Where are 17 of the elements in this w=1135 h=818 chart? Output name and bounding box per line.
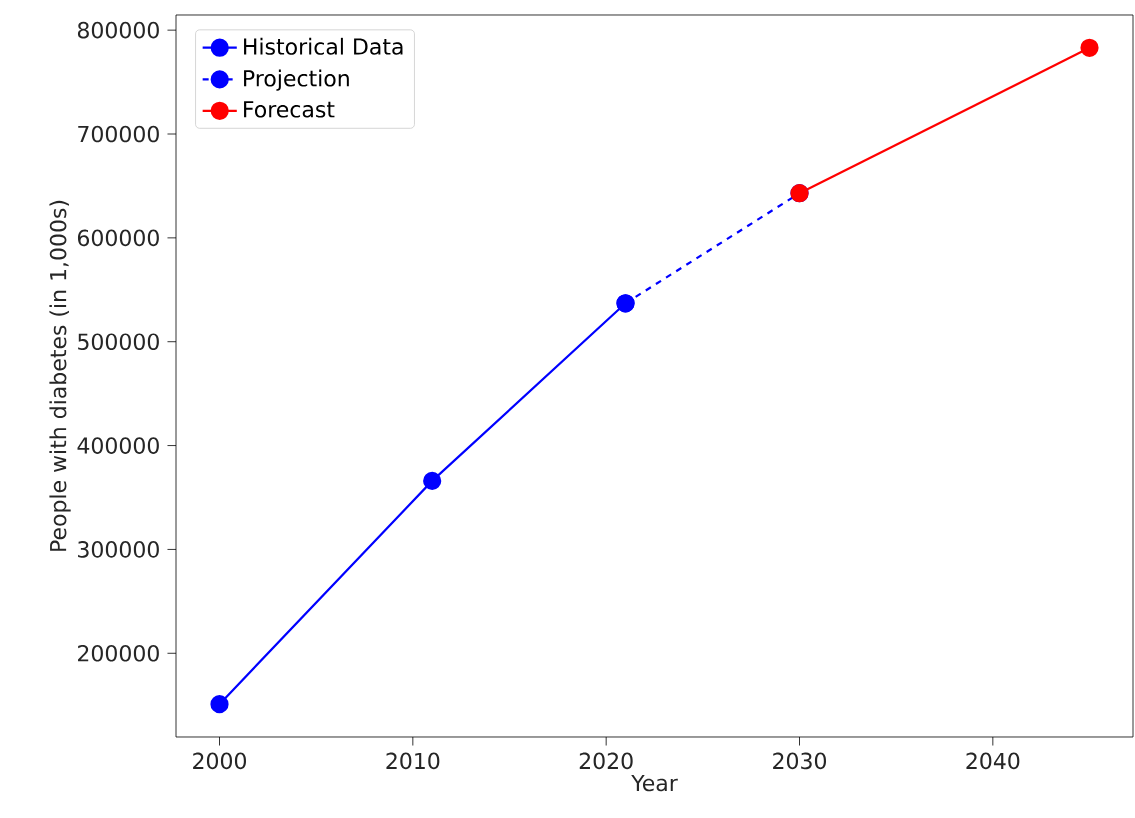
y-tick-label: 400000 bbox=[77, 437, 159, 454]
y-axis-title: People with diabetes (in 1,000s) bbox=[49, 200, 71, 551]
x-axis-title: Year bbox=[631, 774, 678, 792]
legend-label: Historical Data bbox=[244, 37, 403, 55]
y-tick-label: 300000 bbox=[78, 541, 159, 558]
legend-label: Projection bbox=[244, 69, 349, 91]
x-tick-label: 2040 bbox=[966, 752, 1020, 770]
x-tick-label: 2020 bbox=[579, 752, 633, 770]
y-tick-label: 600000 bbox=[77, 229, 159, 247]
x-tick-label: 2010 bbox=[386, 752, 440, 770]
y-tick-label: 800000 bbox=[77, 21, 159, 39]
x-tick-label: 2030 bbox=[773, 752, 826, 770]
y-tick-label: 500000 bbox=[78, 333, 159, 351]
y-tick-label: 200000 bbox=[78, 644, 159, 662]
y-tick-label: 700000 bbox=[78, 125, 159, 143]
legend-label: Forecast bbox=[244, 101, 335, 118]
x-tick-label: 2000 bbox=[193, 752, 246, 770]
